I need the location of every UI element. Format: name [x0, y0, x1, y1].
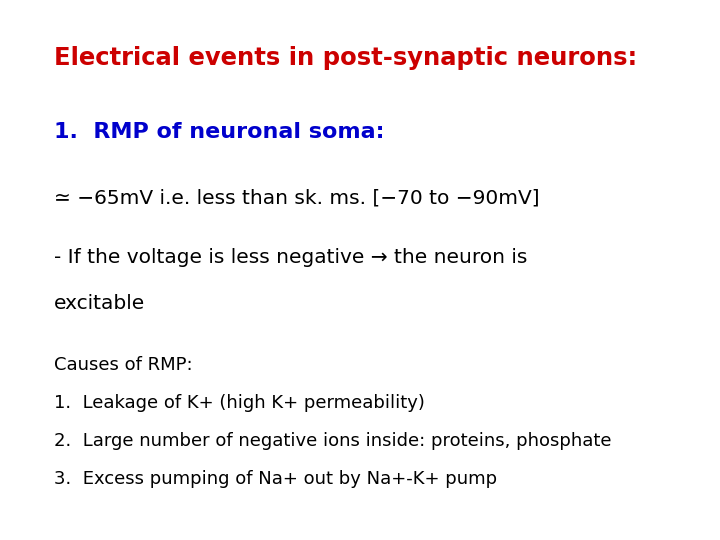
Text: excitable: excitable	[54, 294, 145, 313]
Text: 1.  Leakage of K+ (high K+ permeability): 1. Leakage of K+ (high K+ permeability)	[54, 394, 425, 412]
Text: 3.  Excess pumping of Na+ out by Na+-K+ pump: 3. Excess pumping of Na+ out by Na+-K+ p…	[54, 470, 497, 488]
Text: 2.  Large number of negative ions inside: proteins, phosphate: 2. Large number of negative ions inside:…	[54, 432, 611, 450]
Text: Electrical events in post-synaptic neurons:: Electrical events in post-synaptic neuro…	[54, 46, 637, 70]
Text: ≃ −65mV i.e. less than sk. ms. [−70 to −90mV]: ≃ −65mV i.e. less than sk. ms. [−70 to −…	[54, 189, 539, 208]
Text: 1.  RMP of neuronal soma:: 1. RMP of neuronal soma:	[54, 122, 384, 141]
Text: - If the voltage is less negative → the neuron is: - If the voltage is less negative → the …	[54, 248, 527, 267]
Text: Causes of RMP:: Causes of RMP:	[54, 356, 193, 374]
